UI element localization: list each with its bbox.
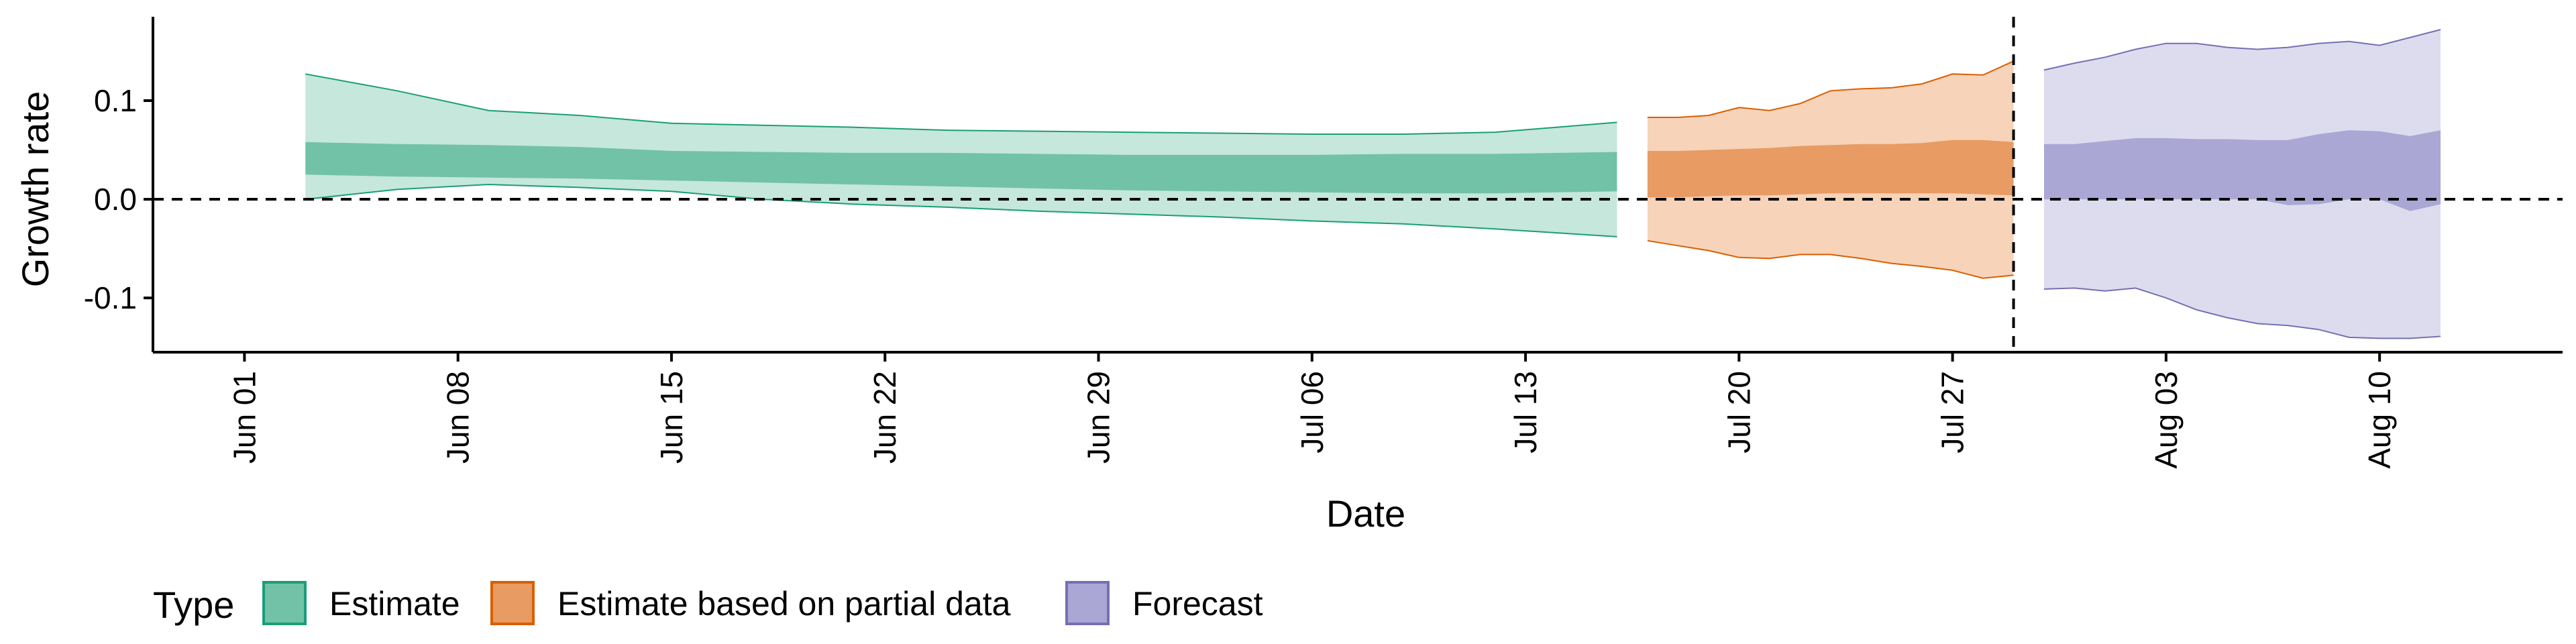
- x-tick-label: Jul 06: [1295, 371, 1330, 453]
- inner-band: [2044, 130, 2441, 211]
- legend-label: Forecast: [1132, 585, 1263, 623]
- outer-lower-line: [305, 183, 1617, 237]
- y-tick-label: 0.0: [94, 182, 137, 217]
- outer-upper-line: [2043, 29, 2441, 71]
- x-tick-label: Jul 27: [1935, 371, 1970, 453]
- inner-band: [1647, 140, 2014, 198]
- x-tick-label: Jul 20: [1721, 371, 1756, 453]
- x-axis-title: Date: [1326, 492, 1405, 535]
- y-tick-label: -0.1: [84, 280, 137, 315]
- x-tick-label: Aug 03: [2149, 371, 2184, 469]
- legend: Type Estimate Estimate based on partial d…: [153, 581, 1263, 626]
- series-3: [2043, 29, 2441, 339]
- legend-item: Estimate based on partial data: [490, 581, 1011, 625]
- y-axis-title: Growth rate: [14, 91, 56, 288]
- legend-key: [490, 581, 535, 625]
- x-tick-label: Jun 22: [867, 371, 902, 464]
- y-tick-label: 0.1: [94, 83, 137, 118]
- outer-lower-line: [1647, 239, 2014, 279]
- x-tick-label: Jun 08: [441, 371, 476, 464]
- legend-item: Forecast: [1065, 581, 1263, 625]
- x-tick-label: Jun 01: [227, 371, 262, 464]
- outer-upper-line: [1647, 60, 2015, 118]
- legend-item: Estimate: [262, 581, 460, 625]
- legend-key: [1065, 581, 1110, 625]
- x-tick-label: Jul 13: [1508, 371, 1543, 453]
- series-2: [1647, 60, 2015, 279]
- reference-lines: [153, 17, 2563, 352]
- x-tick-label: Jun 29: [1081, 371, 1116, 464]
- outer-lower-line: [2043, 287, 2441, 339]
- x-tick-label: Aug 10: [2362, 371, 2397, 469]
- axes: [152, 17, 2563, 354]
- x-axis-ticks: Jun 01 Jun 08 Jun 15 Jun 22 Jun 29 Jul 06 Jul …: [227, 352, 2397, 469]
- inner-band: [305, 142, 1617, 194]
- legend-key: [262, 581, 307, 625]
- legend-title: Type: [153, 584, 234, 626]
- x-tick-label: Jun 15: [654, 371, 689, 464]
- legend-label: Estimate: [329, 585, 460, 623]
- series-1: [305, 73, 1617, 237]
- legend-label: Estimate based on partial data: [557, 585, 1011, 623]
- y-axis-ticks: -0.1 0.0 0.1: [84, 83, 153, 315]
- bands-layer: [305, 29, 2441, 339]
- outer-upper-line: [305, 73, 1617, 135]
